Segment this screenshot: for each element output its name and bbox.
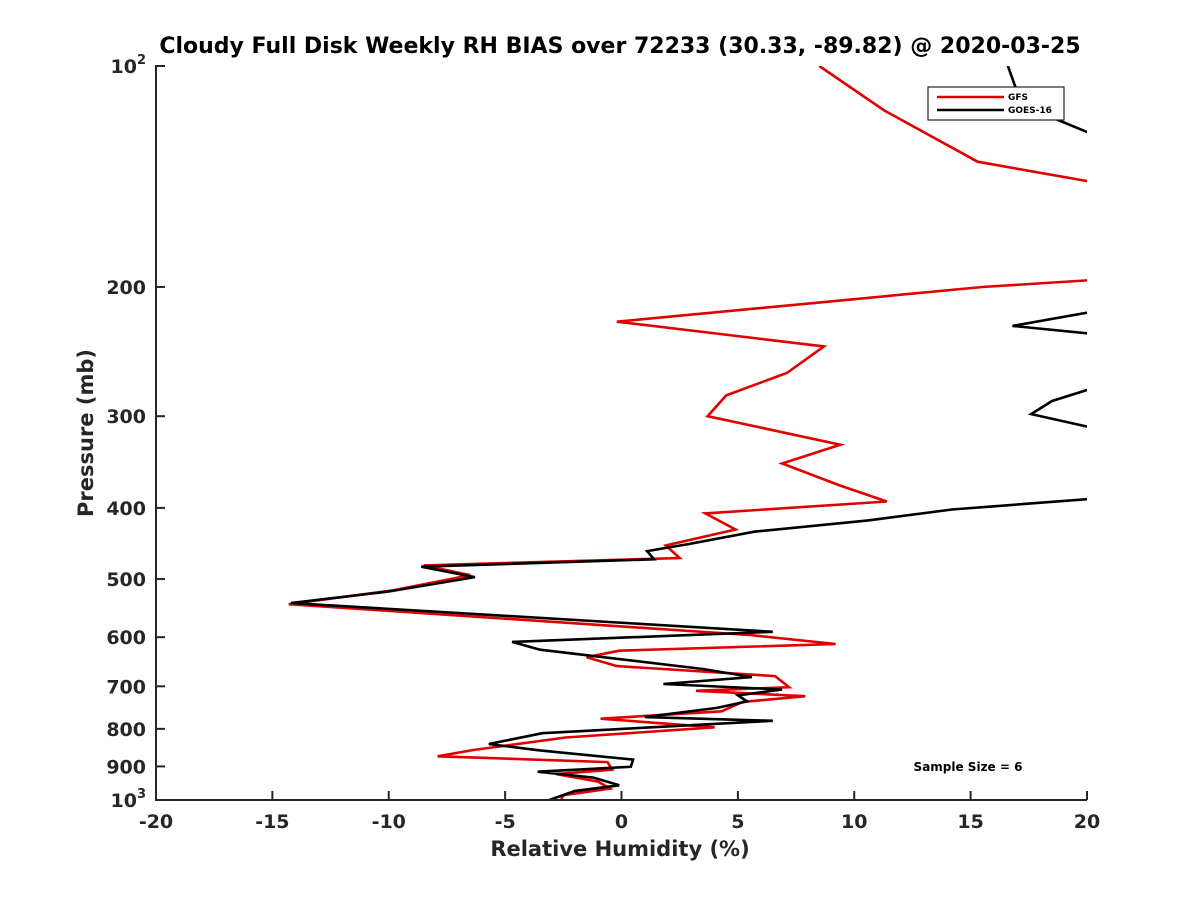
y-tick-label: 800 — [106, 719, 146, 741]
x-tick-label: -10 — [372, 811, 406, 833]
y-axis-ticks: 102 200 300 400 500 600 700 800 900 103 — [106, 53, 165, 812]
plot-area — [288, 66, 1087, 800]
y-tick-label: 103 — [111, 787, 147, 812]
x-tick-label: 0 — [615, 811, 628, 833]
y-tick-label: 500 — [106, 569, 146, 591]
y-tick-label: 200 — [106, 277, 146, 299]
x-axis-ticks: -20 -15 -10 -5 0 5 10 15 20 — [139, 791, 1100, 833]
y-tick-label: 700 — [106, 676, 146, 698]
y-tick-label: 900 — [106, 756, 146, 778]
x-axis-label: Relative Humidity (%) — [490, 837, 749, 861]
x-tick-label: 10 — [841, 811, 867, 833]
legend-label-gfs: GFS — [1008, 93, 1028, 103]
series-line-gfs — [288, 66, 1087, 800]
x-tick-label: -5 — [495, 811, 516, 833]
y-tick-label: 102 — [111, 53, 147, 78]
sample-size-annotation: Sample Size = 6 — [914, 760, 1023, 774]
x-tick-label: 15 — [957, 811, 983, 833]
axes — [155, 65, 1087, 801]
x-tick-label: 5 — [731, 811, 744, 833]
y-tick-label: 600 — [106, 627, 146, 649]
y-tick-label: 400 — [106, 498, 146, 520]
legend: GFS GOES-16 — [927, 86, 1065, 121]
x-tick-label: 20 — [1074, 811, 1100, 833]
y-axis-label: Pressure (mb) — [74, 349, 98, 517]
legend-box — [927, 86, 1065, 121]
y-tick-label: 300 — [106, 406, 146, 428]
x-tick-label: -20 — [139, 811, 173, 833]
x-tick-label: -15 — [255, 811, 289, 833]
legend-label-goes-16: GOES-16 — [1008, 106, 1052, 116]
chart-title: Cloudy Full Disk Weekly RH BIAS over 722… — [159, 34, 1080, 59]
